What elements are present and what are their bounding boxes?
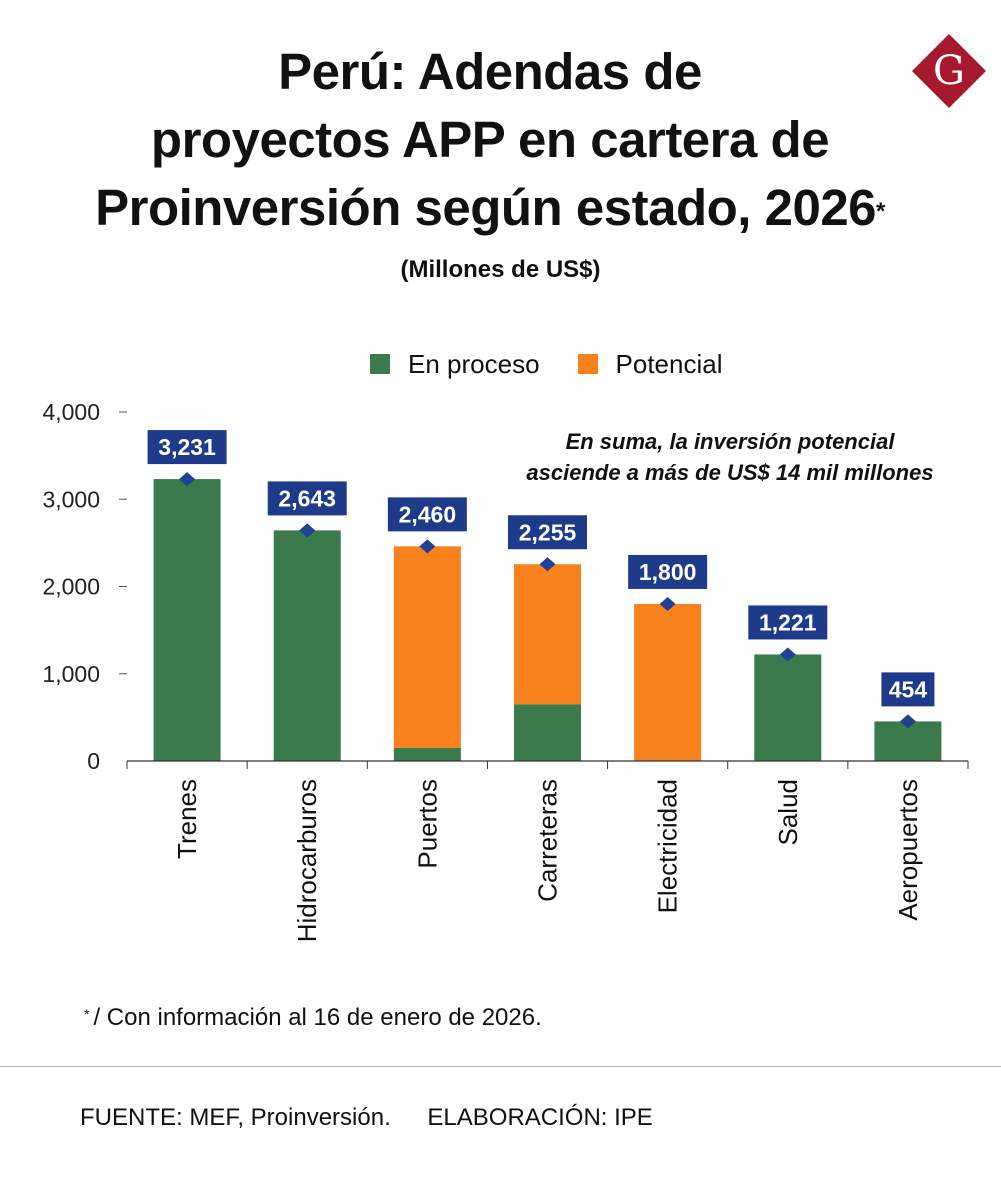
total-marker-aeropuertos [899,714,916,729]
x-tick-label-carreteras: Carreteras [533,779,563,902]
bar-puertos-en-proceso [393,747,461,761]
data-label-box-aeropuertos [881,672,935,707]
data-label-hidrocarburos: 2,643 [278,485,336,511]
total-marker-salud [779,647,796,662]
x-tick-label-trenes: Trenes [172,779,202,859]
x-tick-label-hidrocarburos: Hidrocarburos [292,779,322,942]
gestion-logo-icon: G [912,34,986,108]
chart-subtitle: (Millones de US$) [400,256,601,283]
bar-chart: 0 1,000 2,000 3,000 4,000 Trenes Hidrocarburos… [42,399,969,942]
x-tick-label-electricidad: Electricidad [653,779,683,913]
legend-item-potencial: Potencial [577,348,723,380]
chart-title-line-3-text: Proinversión según estado, 2026 [95,179,877,236]
y-tick-label: 3,000 [42,486,100,512]
logo-letter: G [933,48,965,94]
bar-hidrocarburos-en-proceso [273,530,341,761]
logo-diamond [912,34,986,108]
y-tick-label: 0 [87,748,100,774]
data-label-box-salud [748,605,828,640]
legend-label-potencial: Potencial [615,348,723,379]
chart-title-line-2: proyectos APP en cartera de [150,111,830,168]
data-label-electricidad: 1,800 [639,559,697,585]
x-tick-label-aeropuertos: Aeropuertos [893,779,923,921]
total-marker-trenes [179,472,196,487]
y-tick-label: 4,000 [42,399,100,425]
annotation: En suma, la inversión potencial asciende… [500,426,960,488]
footnote: * / Con información al 16 de enero de 202… [84,1004,542,1032]
chart-title: Perú: Adendas de proyectos APP en carter… [20,38,960,242]
data-label-carreteras: 2,255 [519,519,577,545]
total-marker-hidrocarburos [299,523,316,538]
x-tick-label-salud: Salud [773,779,803,846]
chart-title-line-1: Perú: Adendas de [278,43,702,100]
source-elaboracion: ELABORACIÓN: IPE [427,1104,653,1131]
bar-salud-en-proceso [754,654,822,761]
bar-electricidad-potencial [634,603,702,761]
chart-title-line-3: Proinversión según estado, 2026* [20,174,960,242]
total-marker-puertos [419,539,436,554]
footnote-mark: * [84,1006,90,1022]
bar-puertos-potencial [393,546,461,748]
divider [0,1066,1001,1067]
data-label-box-electricidad [628,554,708,589]
legend-item-en-proceso: En proceso [370,349,540,380]
footnote-text: / Con información al 16 de enero de 2026… [93,1004,542,1031]
y-tick-label: 1,000 [42,661,100,687]
data-label-box-carreteras [508,515,587,550]
source-line: FUENTE: MEF, Proinversión. ELABORACIÓN: … [80,1104,683,1132]
bar-trenes-en-proceso [153,479,221,761]
data-label-aeropuertos: 454 [889,676,928,702]
legend-swatch-potencial [577,354,598,374]
data-label-box-trenes [147,430,227,465]
bar-carreteras-en-proceso [514,704,581,761]
bar-carreteras-potencial [514,564,581,705]
total-marker-carreteras [539,557,556,572]
y-tick-label: 2,000 [42,574,100,600]
legend: En proceso Potencial [370,346,761,382]
data-label-box-hidrocarburos [267,481,347,516]
legend-label-en-proceso: En proceso [408,348,540,379]
total-marker-electricidad [659,596,676,611]
data-label-box-puertos [387,497,467,532]
data-label-trenes: 3,231 [158,434,216,460]
title-asterisk: * [876,198,885,225]
data-label-salud: 1,221 [759,609,817,635]
source-fuente: FUENTE: MEF, Proinversión. [80,1104,391,1131]
legend-swatch-en-proceso [370,354,390,374]
x-tick-label-puertos: Puertos [412,779,442,869]
annotation-line-2: asciende a más de US$ 14 mil millones [526,460,934,485]
annotation-line-1: En suma, la inversión potencial [565,429,895,454]
data-label-puertos: 2,460 [399,501,457,527]
